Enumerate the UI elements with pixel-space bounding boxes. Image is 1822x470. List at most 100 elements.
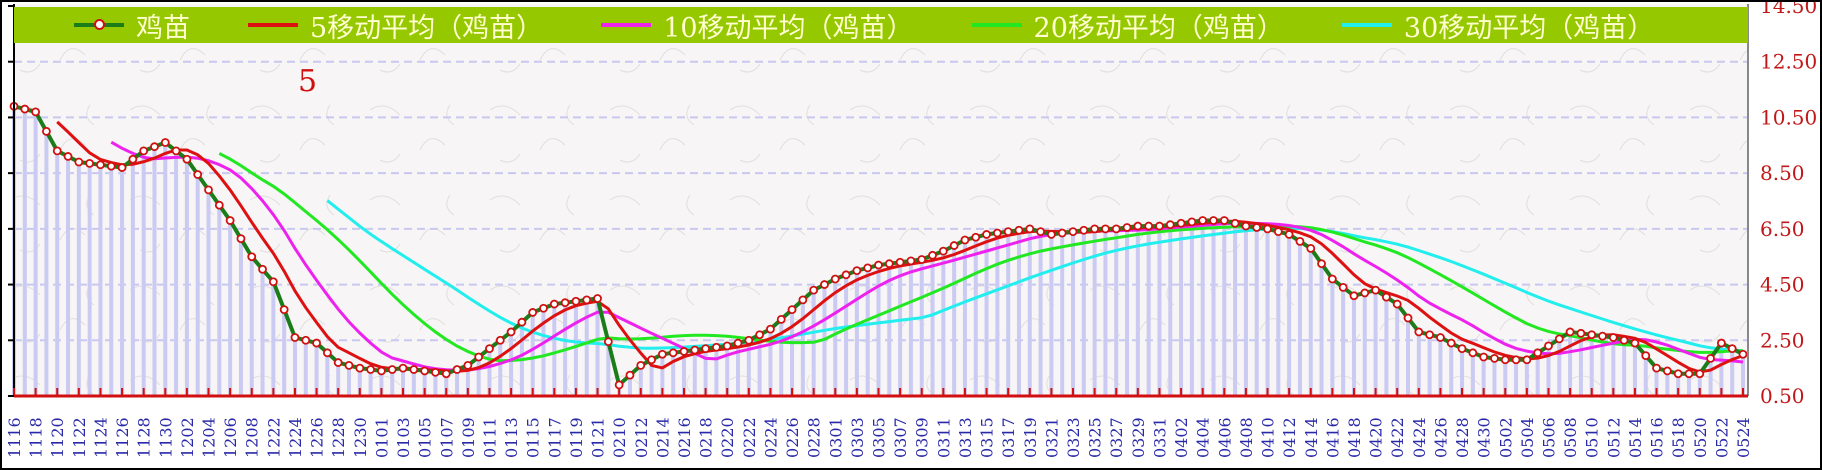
price-point [193, 170, 203, 179]
x-tick-label: 1230 [351, 417, 370, 458]
x-tick-label: 0426 [1431, 417, 1450, 458]
x-tick-label: 0408 [1237, 417, 1256, 458]
x-tick-label: 0416 [1323, 417, 1342, 458]
price-bar [1643, 355, 1648, 396]
price-point [776, 314, 786, 324]
price-bar [1006, 231, 1011, 396]
price-bar [919, 259, 924, 396]
price-bar [1665, 370, 1670, 396]
price-point [1565, 327, 1575, 337]
price-point [830, 274, 840, 284]
x-tick-label: 0309 [913, 417, 932, 458]
price-point [1155, 221, 1164, 231]
price-point [722, 341, 732, 351]
price-point [1284, 230, 1294, 239]
price-point [733, 338, 743, 348]
price-bar [444, 373, 449, 396]
price-point [1003, 227, 1013, 237]
price-point [106, 161, 116, 171]
price-bar [952, 245, 957, 396]
price-bar [660, 354, 665, 396]
price-bar [1179, 223, 1184, 396]
price-point [182, 154, 192, 164]
legend-swatch [1341, 23, 1392, 27]
x-tick-label: 0301 [826, 417, 845, 458]
price-point [1057, 228, 1067, 238]
x-tick-label: 0510 [1583, 417, 1602, 458]
price-point [539, 303, 548, 313]
price-point [150, 142, 159, 152]
x-tick-label: 0224 [761, 417, 780, 458]
x-tick-label: 0508 [1561, 417, 1580, 458]
price-point [236, 234, 246, 244]
price-bar [1708, 358, 1713, 396]
y-tick-label: 2.50 [1760, 328, 1805, 352]
price-point [1673, 369, 1683, 379]
x-tick-label: 0119 [567, 417, 586, 458]
price-bar [1384, 297, 1389, 396]
price-point [949, 241, 959, 250]
price-point [1306, 243, 1316, 253]
price-bar [217, 205, 222, 396]
y-tick-label: 12.50 [1760, 50, 1817, 74]
price-point [528, 308, 538, 317]
price-point [1122, 223, 1132, 232]
x-tick-label: 1206 [221, 417, 240, 458]
price-bar [1287, 234, 1292, 396]
price-bar [649, 359, 654, 396]
x-tick-label: 0113 [502, 417, 521, 458]
legend-item: 20移动平均（鸡苗） [971, 6, 1284, 45]
ma20-line [218, 152, 1744, 363]
price-bar [1103, 228, 1108, 396]
price-bar [768, 329, 773, 396]
x-tick-label: 0222 [740, 417, 759, 458]
price-bar [1330, 279, 1335, 396]
y-tick-label: 8.50 [1760, 161, 1805, 185]
price-point [1176, 218, 1186, 228]
price-bar [401, 368, 406, 396]
x-tick-label: 0410 [1259, 417, 1278, 458]
price-bar [1265, 228, 1270, 396]
price-bar [98, 164, 103, 396]
price-point [571, 296, 581, 306]
x-tick-label: 0117 [545, 417, 564, 458]
x-tick-label: 0504 [1518, 417, 1537, 458]
x-tick-label: 0412 [1280, 417, 1299, 458]
price-bar [1168, 224, 1173, 396]
price-bar [1254, 227, 1259, 396]
price-point [128, 154, 138, 164]
x-tick-label: 0430 [1475, 417, 1494, 458]
x-tick-label: 0311 [934, 417, 953, 458]
price-bar [757, 334, 762, 396]
price-bar [422, 370, 427, 396]
x-tick-label: 0331 [1150, 417, 1169, 458]
price-bar [1470, 352, 1475, 396]
legend-item: 30移动平均（鸡苗） [1341, 6, 1655, 45]
price-bar [1730, 348, 1735, 396]
price-point [1576, 328, 1586, 338]
legend-label: 30移动平均（鸡苗） [1403, 12, 1655, 44]
price-bar [746, 340, 751, 396]
price-bar [66, 156, 71, 396]
legend-label: 鸡苗 [136, 12, 190, 44]
price-bar [1622, 340, 1627, 396]
price-bar [271, 281, 276, 396]
x-tick-label: 0220 [718, 417, 737, 458]
price-bar [228, 220, 233, 396]
price-bar [573, 301, 578, 396]
price-bar [1373, 290, 1378, 396]
price-point [312, 338, 321, 348]
price-bar [1686, 373, 1691, 396]
x-tick-label: 0107 [437, 417, 456, 458]
price-bar [1697, 373, 1702, 396]
price-point [679, 347, 689, 356]
price-bar [465, 365, 470, 396]
price-bar [800, 299, 805, 396]
x-tick-label: 0315 [978, 417, 997, 458]
price-point [1511, 355, 1521, 365]
price-point [992, 228, 1002, 238]
price-bar [1395, 304, 1400, 396]
price-bar [854, 270, 859, 396]
price-point [495, 335, 505, 345]
price-point [1403, 313, 1413, 323]
